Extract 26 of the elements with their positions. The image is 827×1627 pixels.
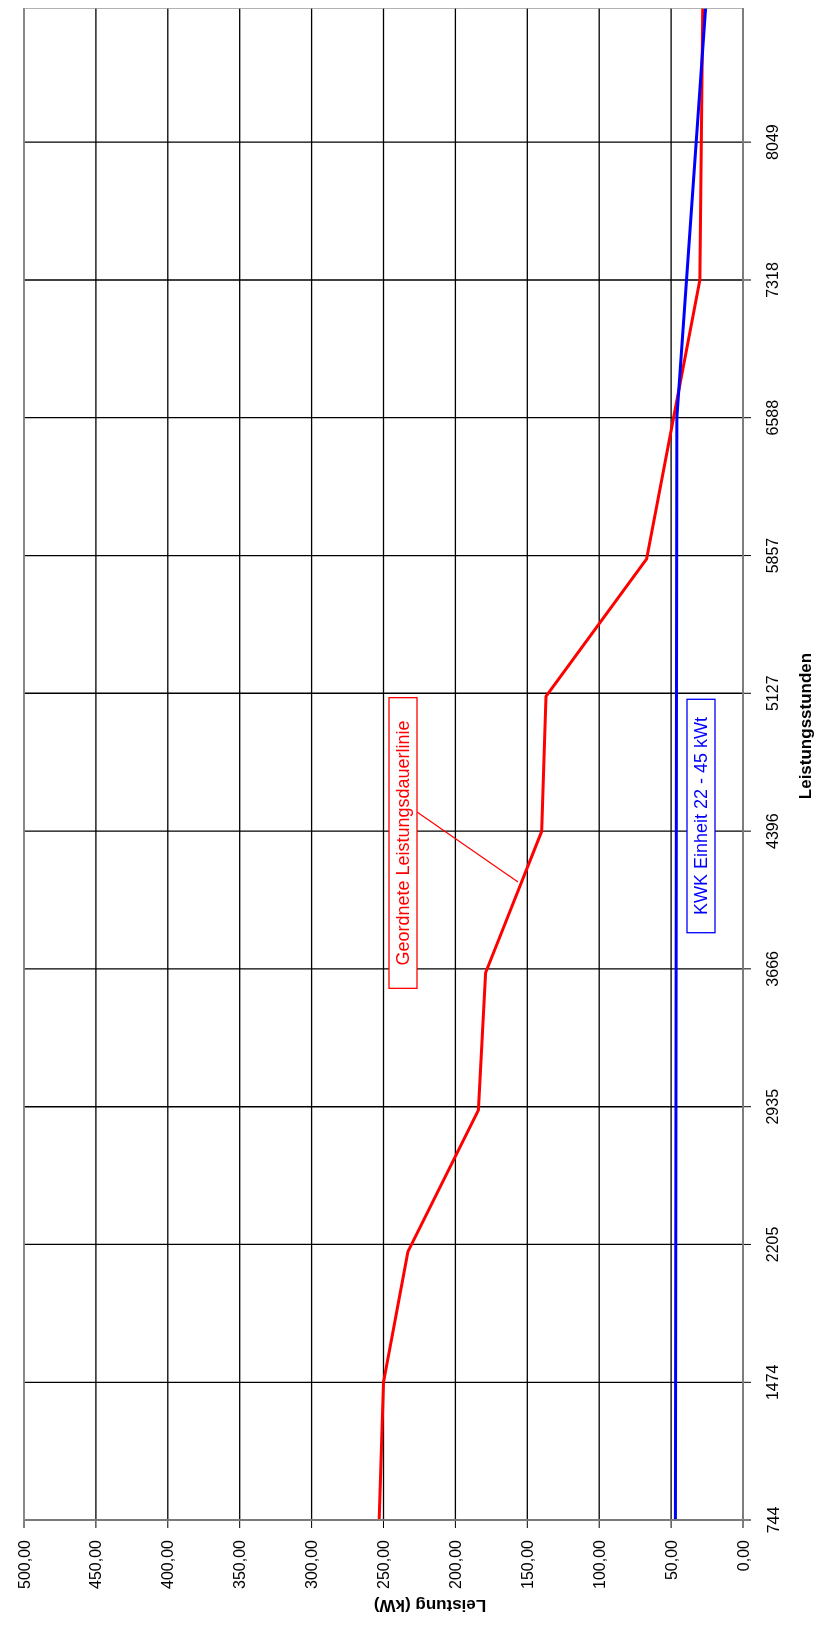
x-axis-title: Leistung (kW) [373, 1595, 487, 1615]
y-tick-label: 3666 [764, 950, 782, 987]
y-tick-label: 5127 [764, 675, 782, 712]
x-tick-label: 300,00 [303, 1539, 321, 1589]
text: KWK Einheit 22 - 45 kWt [691, 716, 711, 916]
y-tick-label: 8049 [764, 124, 782, 160]
y-tick-label: 1474 [764, 1364, 782, 1401]
y-tick-label: 2205 [764, 1226, 782, 1263]
y-tick-label: 5857 [764, 537, 782, 574]
x-tick-label: 250,00 [375, 1539, 392, 1589]
y-tick-label: 744 [764, 1506, 782, 1534]
y-axis-title: Leistungsstunden [795, 652, 815, 800]
x-tick-label: 150,00 [518, 1539, 536, 1589]
y-tick-label: 2935 [764, 1088, 782, 1125]
y-tick-label: 6588 [764, 399, 782, 436]
y-tick-label: 4396 [764, 813, 782, 849]
x-tick-label: 350,00 [231, 1539, 249, 1589]
x-tick-label: 500,00 [15, 1539, 33, 1589]
x-tick-label: 200,00 [446, 1539, 464, 1589]
x-tick-label: 400,00 [159, 1539, 177, 1589]
x-tick-label: 450,00 [87, 1539, 105, 1589]
y-tick-label: 7318 [764, 262, 782, 298]
x-tick-label: 0,00 [734, 1539, 752, 1572]
text: Geordnete Leistungsdauerlinie [393, 720, 413, 966]
x-tick-label: 100,00 [590, 1539, 608, 1589]
x-tick-label: 50,00 [662, 1539, 680, 1581]
